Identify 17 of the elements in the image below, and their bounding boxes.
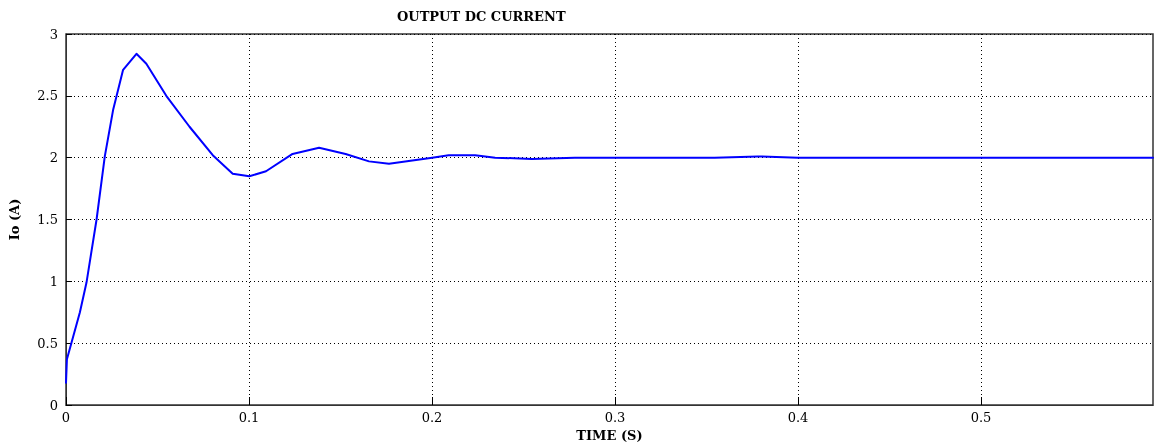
y-tick-label: 2.5 [37,88,58,104]
x-tick-label: 0.5 [970,410,992,425]
x-axis-title: TIME (S) [576,427,643,443]
y-tick-label: 1.5 [37,212,58,227]
y-tick-label: 0.5 [37,335,58,351]
chart-title: OUTPUT DC CURRENT [397,9,566,24]
x-tick-label: 0.4 [787,410,809,425]
y-tick-label: 0 [49,397,58,413]
y-axis-title: Io (A) [7,198,22,241]
x-tick-label: 0.3 [604,410,626,425]
y-tick-label: 3 [49,26,58,42]
line-series [65,52,1154,384]
x-tick-label: 0.1 [238,410,260,425]
y-tick-label: 2 [49,150,58,166]
y-tick-label: 1 [49,273,58,289]
x-tick-label: 0.2 [421,410,443,425]
x-tick-label: 0 [61,410,71,425]
